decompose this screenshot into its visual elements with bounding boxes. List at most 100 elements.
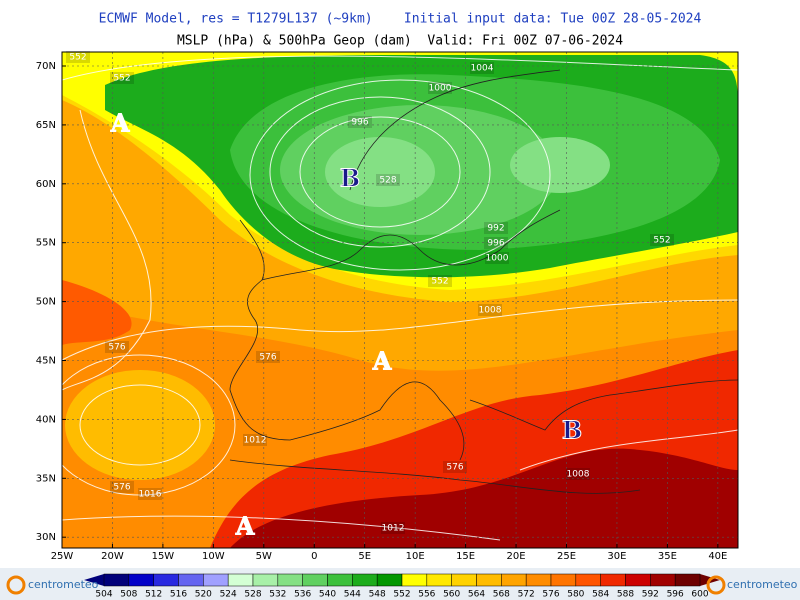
colorbar-box: [203, 573, 229, 587]
lat-label: 45N: [36, 356, 56, 367]
contour-label-box: [110, 72, 134, 84]
pressure-center: A: [372, 347, 392, 376]
lon-label: 5W: [256, 551, 272, 562]
colorbar-label: 544: [344, 590, 361, 600]
colorbar-label: 568: [493, 590, 510, 600]
logo-icon-left: [6, 575, 26, 595]
colorbar-label: 552: [393, 590, 410, 600]
colorbar-box: [625, 573, 651, 587]
lat-label: 60N: [36, 179, 56, 190]
contour-label: 1000: [486, 254, 509, 264]
contour-label: 576: [259, 353, 276, 363]
colorbar-box: [501, 573, 527, 587]
colorbar-box: [227, 573, 254, 587]
contour-label-box: [66, 51, 90, 63]
colorbar-box: [302, 573, 328, 587]
colorbar-box: [575, 573, 601, 587]
lon-label: 20E: [507, 551, 526, 562]
colorbar-box: [451, 573, 477, 587]
colorbar-box: [600, 573, 626, 587]
contour-label: 996: [351, 118, 368, 128]
colorbar-label: 528: [244, 590, 261, 600]
colorbar-label: 524: [220, 590, 237, 600]
colorbar-box: [650, 573, 676, 587]
contour-label-box: [484, 222, 508, 234]
lon-label: 25E: [557, 551, 576, 562]
colorbar-box: [153, 573, 179, 587]
colorbar-label: 520: [195, 590, 212, 600]
light-patch: [65, 370, 215, 480]
contour-label: 552: [431, 277, 448, 287]
contour-label-box: [484, 237, 508, 249]
isobars: [62, 55, 738, 541]
map-fill: [62, 52, 738, 548]
contour-label-box: [105, 341, 129, 353]
contour-label-box: [110, 481, 134, 493]
colorbar-label: 536: [294, 590, 311, 600]
contour-label: 1004: [471, 64, 494, 74]
colorbar-box: [352, 573, 378, 587]
lat-label: 65N: [36, 120, 56, 131]
colorbar-box: [252, 573, 279, 587]
colorbar-label: 576: [542, 590, 559, 600]
coastlines: [229, 69, 738, 494]
colorbar-box: [376, 573, 403, 587]
contour-label: 996: [487, 239, 504, 249]
colorbar-label: 540: [319, 590, 336, 600]
colorbar-box: [550, 573, 577, 587]
pressure-center: A: [235, 512, 255, 541]
colorbar-label: 508: [120, 590, 137, 600]
colorbar-label: 572: [518, 590, 535, 600]
contour-label-box: [256, 351, 280, 363]
colorbar-label: 596: [667, 590, 684, 600]
contour-label: 528: [379, 176, 396, 186]
red-patch: [62, 280, 132, 345]
lon-label: 20W: [101, 551, 124, 562]
contour-label-box: [566, 468, 590, 480]
green-area-4: [325, 137, 435, 207]
colorbar: 504 508 512 516 520 524 528 532 536 540 544 548 552 5…: [84, 573, 720, 600]
contour-label: 1008: [479, 306, 502, 316]
colorbar-box: [476, 573, 502, 587]
colorbar-label: 560: [443, 590, 460, 600]
pressure-center: A: [110, 109, 130, 138]
colorbar-box: [128, 573, 154, 587]
contour-label: 1008: [567, 470, 590, 480]
lon-label: 15E: [456, 551, 475, 562]
lat-label: 30N: [36, 532, 56, 543]
lon-label: 25W: [51, 551, 74, 562]
pressure-center: B: [340, 164, 360, 193]
lon-label: 5E: [358, 551, 371, 562]
colorbar-label: 532: [269, 590, 286, 600]
contour-label-box: [485, 252, 509, 264]
contour-label: 1012: [244, 436, 267, 446]
colorbar-label: 592: [642, 590, 659, 600]
contour-label-box: [243, 434, 267, 446]
title-line2: MSLP (hPa) & 500hPa Geop (dam) Valid: Fr…: [177, 34, 623, 49]
contour-label-box: [443, 461, 467, 473]
lon-label: 15W: [152, 551, 175, 562]
contour-label-box: [428, 82, 452, 94]
contour-label: 1000: [429, 84, 452, 94]
colorbar-box: [277, 573, 303, 587]
contour-label: 552: [113, 74, 130, 84]
colorbar-label: 504: [95, 590, 112, 600]
contour-label-box: [381, 522, 405, 534]
logo-right: centrometeo: [727, 578, 798, 591]
colorbar-label: 548: [369, 590, 386, 600]
contour-label-box: [138, 488, 162, 500]
axes: 25W 20W 15W 10W 5W 0 5E 10E 15E 20E 25E 30E 35E 40E 70…: [36, 61, 728, 562]
lon-label: 10W: [202, 551, 225, 562]
contour-label-box: [376, 174, 400, 186]
contour-label-box: [478, 304, 502, 316]
colorbar-label: 584: [592, 590, 609, 600]
title-line1: ECMWF Model, res = T1279L137 (~9km) Init…: [99, 12, 702, 27]
contour-label-box: [348, 116, 372, 128]
contour-label: 1016: [139, 490, 162, 500]
contour-label: 1012: [382, 524, 405, 534]
colorbar-box: [401, 573, 428, 587]
colorbar-label: 580: [567, 590, 584, 600]
logo-icon-right: [706, 575, 726, 595]
